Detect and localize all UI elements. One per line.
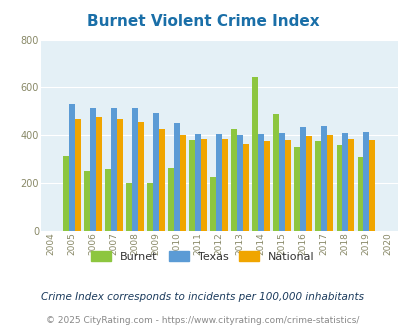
Bar [147,183,153,231]
Bar [252,77,258,231]
Bar [195,134,200,231]
Bar [210,177,216,231]
Bar [273,114,279,231]
Bar [111,108,117,231]
Bar [90,108,96,231]
Bar [153,113,159,231]
Text: Burnet Violent Crime Index: Burnet Violent Crime Index [87,14,318,29]
Bar [326,135,333,231]
Bar [237,135,243,231]
Bar [132,108,138,231]
Bar [63,156,69,231]
Bar [362,132,369,231]
Bar [117,118,123,231]
Bar [369,140,374,231]
Bar [222,139,228,231]
Bar [300,127,305,231]
Bar [231,129,237,231]
Bar [243,144,249,231]
Bar [69,104,75,231]
Bar [285,140,290,231]
Bar [189,140,195,231]
Bar [321,126,326,231]
Bar [180,135,185,231]
Bar [341,133,347,231]
Bar [294,147,300,231]
Bar [84,171,90,231]
Bar [258,134,264,231]
Bar [159,129,164,231]
Bar [216,134,222,231]
Text: Crime Index corresponds to incidents per 100,000 inhabitants: Crime Index corresponds to incidents per… [41,292,364,302]
Bar [168,168,174,231]
Bar [315,141,321,231]
Legend: Burnet, Texas, National: Burnet, Texas, National [86,247,319,267]
Bar [138,122,144,231]
Bar [75,118,81,231]
Bar [264,141,269,231]
Bar [305,137,311,231]
Bar [279,133,285,231]
Bar [347,139,353,231]
Bar [105,169,111,231]
Bar [336,145,341,231]
Bar [357,157,362,231]
Bar [96,117,102,231]
Bar [200,139,207,231]
Bar [174,123,180,231]
Bar [126,183,132,231]
Text: © 2025 CityRating.com - https://www.cityrating.com/crime-statistics/: © 2025 CityRating.com - https://www.city… [46,315,359,325]
